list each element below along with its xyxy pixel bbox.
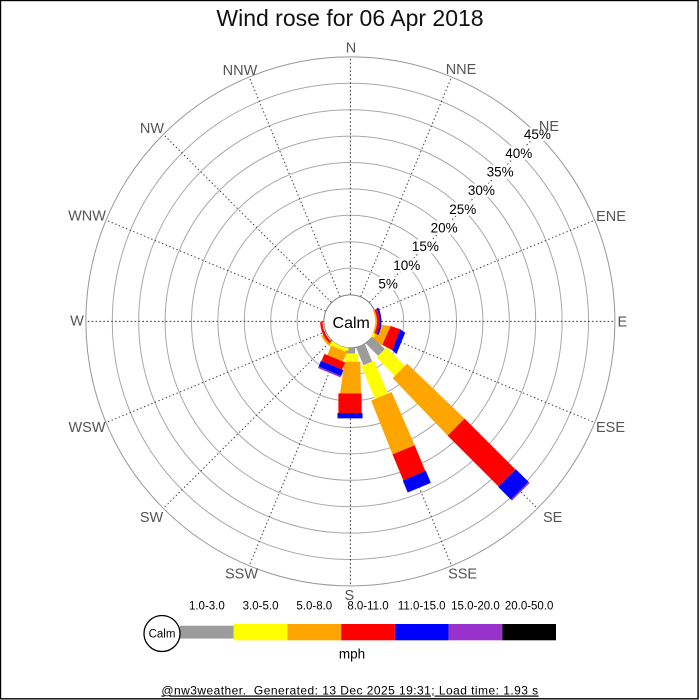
svg-text:15%: 15%	[412, 239, 439, 254]
svg-text:ENE: ENE	[596, 209, 626, 225]
svg-text:35%: 35%	[487, 165, 514, 180]
svg-text:NNW: NNW	[223, 63, 258, 79]
svg-text:NE: NE	[539, 119, 559, 135]
svg-text:Wind rose for 06 Apr 2018: Wind rose for 06 Apr 2018	[216, 5, 483, 31]
svg-text:NNE: NNE	[446, 62, 477, 78]
svg-text:ESE: ESE	[596, 420, 625, 436]
svg-text:SW: SW	[140, 510, 164, 526]
svg-text:20%: 20%	[431, 221, 458, 236]
svg-text:N: N	[346, 41, 356, 57]
svg-text:WNW: WNW	[68, 209, 106, 225]
svg-text:Calm: Calm	[149, 629, 176, 641]
svg-text:mph: mph	[339, 647, 365, 662]
svg-text:1.0-3.0: 1.0-3.0	[189, 601, 225, 613]
svg-text:8.0-11.0: 8.0-11.0	[347, 601, 388, 613]
svg-text:15.0-20.0: 15.0-20.0	[451, 601, 500, 613]
svg-text:@nw3weather. Generated: 13 De: @nw3weather. Generated: 13 Dec 2025 19:3…	[161, 684, 538, 698]
svg-text:Calm: Calm	[333, 315, 370, 332]
svg-text:SE: SE	[543, 510, 563, 526]
svg-text:SSE: SSE	[448, 567, 477, 583]
svg-text:NW: NW	[140, 121, 164, 137]
svg-text:SSW: SSW	[225, 567, 258, 583]
svg-text:11.0-15.0: 11.0-15.0	[398, 601, 446, 613]
svg-text:S: S	[344, 588, 354, 604]
svg-text:40%: 40%	[505, 146, 532, 161]
svg-text:W: W	[70, 314, 84, 330]
svg-text:3.0-5.0: 3.0-5.0	[243, 601, 279, 613]
svg-text:30%: 30%	[468, 183, 495, 198]
svg-text:WSW: WSW	[68, 420, 105, 436]
svg-text:20.0-50.0: 20.0-50.0	[505, 601, 554, 613]
svg-text:E: E	[617, 315, 627, 331]
svg-text:10%: 10%	[393, 258, 420, 273]
svg-text:5%: 5%	[378, 277, 398, 292]
svg-text:25%: 25%	[449, 202, 476, 217]
svg-text:45%: 45%	[524, 127, 551, 142]
svg-text:5.0-8.0: 5.0-8.0	[296, 601, 332, 613]
